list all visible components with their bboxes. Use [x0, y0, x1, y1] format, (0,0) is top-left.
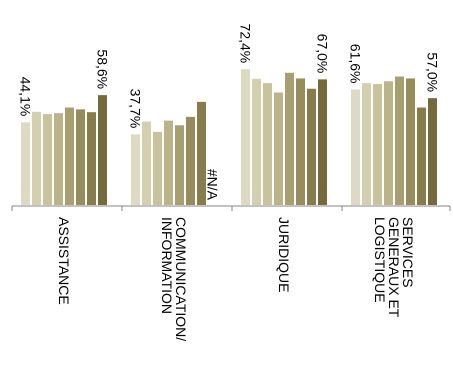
- bar-2-7: [318, 79, 327, 205]
- bar-2-5: [296, 78, 305, 205]
- category-label: GENERAUX ET: [386, 217, 402, 318]
- bar-3-5: [406, 78, 415, 205]
- value-label: 61,6%: [348, 44, 364, 84]
- bar-0-4: [65, 107, 74, 205]
- category-label: SERVICES: [400, 217, 416, 288]
- bar-1-1: [142, 121, 151, 205]
- bar-3-0: [351, 89, 360, 205]
- bar-0-5: [76, 109, 85, 205]
- bar-2-3: [274, 92, 283, 205]
- bar-3-1: [362, 83, 371, 205]
- bar-3-3: [384, 81, 393, 205]
- bar-0-2: [43, 114, 52, 205]
- category-label: JURIDIQUE: [276, 217, 292, 292]
- bar-0-0: [21, 122, 30, 205]
- bar-3-6: [417, 107, 426, 205]
- category-label: LOGISTIQUE: [372, 217, 388, 303]
- bar-3-4: [395, 76, 404, 205]
- category-label: INFORMATION: [159, 217, 175, 314]
- bar-1-4: [175, 125, 184, 205]
- bar-0-6: [87, 112, 96, 205]
- bar-2-4: [285, 72, 294, 205]
- bar-1-5: [186, 116, 195, 205]
- value-label: 57,0%: [425, 52, 441, 92]
- bar-1-0: [131, 134, 140, 205]
- value-label: 58,6%: [95, 49, 111, 89]
- value-label: 44,1%: [18, 77, 34, 117]
- bar-1-3: [164, 120, 173, 205]
- bar-1-6: [197, 101, 206, 205]
- bar-2-6: [307, 88, 316, 205]
- category-label: COMMUNICATION/: [173, 217, 189, 341]
- category-label: ASSISTANCE: [56, 217, 72, 305]
- value-label: 37,7%: [128, 89, 144, 129]
- bar-0-7: [98, 95, 107, 205]
- value-label: #N/A: [205, 169, 221, 201]
- bar-3-2: [373, 84, 382, 205]
- value-label: 67,0%: [315, 34, 331, 74]
- value-label: 72,4%: [238, 24, 254, 64]
- bar-2-0: [241, 69, 250, 205]
- bar-0-1: [32, 111, 41, 205]
- bar-3-7: [428, 98, 437, 205]
- bar-2-2: [263, 83, 272, 205]
- bar-2-1: [252, 78, 261, 205]
- bar-1-2: [153, 131, 162, 205]
- bar-0-3: [54, 113, 63, 205]
